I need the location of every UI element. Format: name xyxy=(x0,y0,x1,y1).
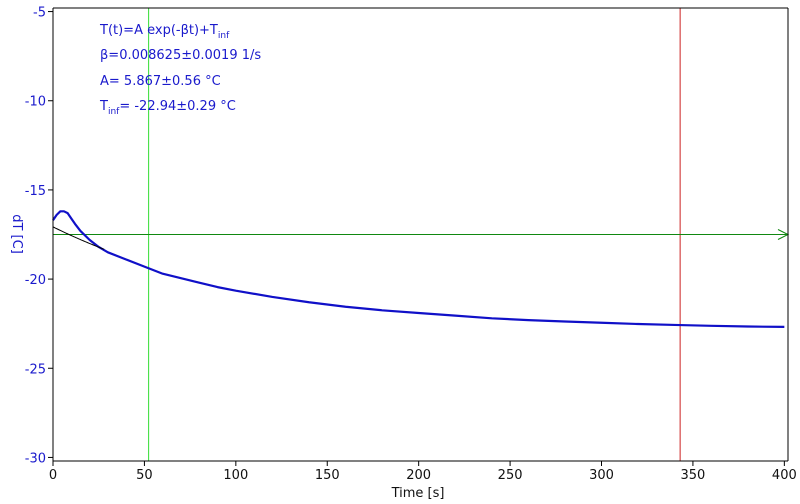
y-tick-label: -20 xyxy=(25,273,46,288)
fit-annotation: T(t)=A exp(-βt)+Tinf β=0.008625±0.0019 1… xyxy=(99,23,261,117)
fit-formula: T(t)=A exp(-βt)+Tinf xyxy=(99,23,230,41)
y-tick-label: -25 xyxy=(25,362,46,377)
fit-curve-line xyxy=(52,226,105,250)
y-axis-ticks: -5 -10 -15 -20 -25 -30 xyxy=(25,6,53,466)
plot-frame xyxy=(52,7,789,462)
fit-beta: β=0.008625±0.0019 1/s xyxy=(100,48,261,63)
fit-tinf-rest: = -22.94±0.29 °C xyxy=(119,99,235,114)
x-tick-label: 50 xyxy=(136,468,153,483)
x-tick-label: 0 xyxy=(49,468,57,483)
fit-formula-sub: inf xyxy=(218,31,230,41)
y-tick-label: -10 xyxy=(25,95,46,110)
x-tick-label: 250 xyxy=(498,468,523,483)
fit-amplitude: A= 5.867±0.56 °C xyxy=(100,74,221,89)
fit-tinf-sub: inf xyxy=(108,107,120,117)
data-series-line xyxy=(52,210,785,328)
x-tick-label: 150 xyxy=(315,468,340,483)
fit-tinf: Tinf= -22.94±0.29 °C xyxy=(99,99,236,117)
x-tick-label: 200 xyxy=(406,468,431,483)
y-tick-label: -30 xyxy=(25,451,46,466)
fit-formula-main: T(t)=A exp(-βt)+T xyxy=(99,23,218,38)
x-tick-label: 300 xyxy=(589,468,614,483)
y-axis-label: dT [C] xyxy=(9,214,24,254)
x-tick-label: 400 xyxy=(772,468,797,483)
fit-tinf-prefix: T xyxy=(99,99,108,114)
x-axis-label: Time [s] xyxy=(391,486,445,501)
x-tick-label: 100 xyxy=(223,468,248,483)
y-tick-label: -5 xyxy=(33,6,46,21)
x-axis-ticks: 0 50 100 150 200 250 300 350 400 xyxy=(49,461,797,483)
y-tick-label: -15 xyxy=(25,184,46,199)
x-tick-label: 350 xyxy=(681,468,706,483)
